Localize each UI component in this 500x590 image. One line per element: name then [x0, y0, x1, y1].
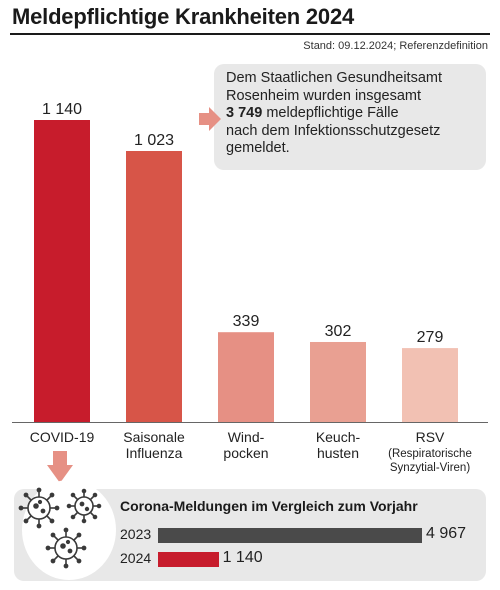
- category-label: RSV: [416, 429, 445, 445]
- bar-2: [218, 332, 274, 422]
- info-line-2: Rosenheim wurden insgesamt: [226, 87, 422, 104]
- category-label: Saisonale: [123, 429, 185, 445]
- comparison-year-label: 2023: [120, 526, 152, 542]
- bar-value-label: 302: [325, 323, 352, 340]
- info-line-3-rest: meldepflichtige Fälle: [262, 105, 399, 121]
- arrow-right-icon: [199, 107, 221, 131]
- bar-value-label: 279: [417, 329, 444, 346]
- bar-1: [126, 150, 182, 422]
- comparison-title: Corona-Meldungen im Vergleich zum Vorjah…: [120, 498, 418, 514]
- bar-value-label: 1 023: [134, 132, 174, 149]
- category-label: husten: [317, 445, 359, 461]
- comparison-value-label: 1 140: [222, 549, 263, 566]
- category-label: Influenza: [126, 445, 183, 461]
- comparison-bar-0: [158, 528, 422, 543]
- comparison-bar-1: [158, 552, 219, 567]
- info-line-1: Dem Staatlichen Gesundheitsamt: [226, 70, 442, 86]
- bar-3: [310, 341, 366, 422]
- category-label: COVID-19: [30, 429, 95, 445]
- arrow-down-icon: [47, 451, 73, 483]
- comparison-value-label: 4 967: [426, 525, 467, 542]
- category-label: Synzytial-Viren): [390, 462, 470, 474]
- source-note: Stand: 09.12.2024; Referenzdefinition: [303, 40, 488, 52]
- title-divider: [10, 33, 490, 35]
- info-total: 3 749: [226, 105, 263, 121]
- comparison-year-label: 2024: [120, 550, 152, 566]
- bar-0: [34, 120, 90, 422]
- info-line-5: gemeldet.: [226, 140, 290, 156]
- category-label: (Respiratorische: [388, 448, 472, 460]
- category-label: pocken: [223, 445, 268, 461]
- page-title: Meldepflichtige Krankheiten 2024: [12, 4, 355, 29]
- bar-4: [402, 348, 458, 422]
- info-box: Dem Staatlichen Gesundheitsamt Rosenheim…: [214, 64, 486, 170]
- virus-icon: [18, 487, 102, 569]
- bar-value-label: 1 140: [42, 101, 82, 118]
- info-line-4: nach dem Infektionsschutzgesetz: [226, 122, 441, 139]
- category-label: Wind-: [228, 429, 265, 445]
- bar-value-label: 339: [233, 313, 260, 330]
- info-line-3: 3 749 meldepflichtige Fälle: [226, 105, 476, 123]
- category-label: Keuch-: [316, 429, 361, 445]
